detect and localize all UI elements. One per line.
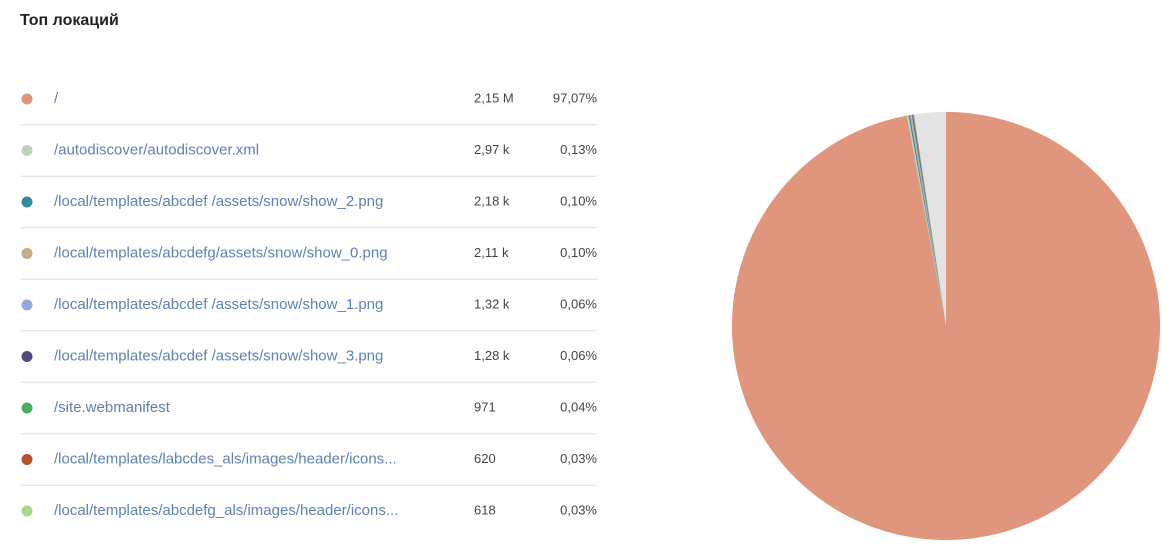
pie-slice <box>911 114 946 326</box>
pie-slice <box>911 114 946 326</box>
count-label: 620 <box>474 451 496 466</box>
location-link: /site.webmanifest <box>54 399 171 416</box>
legend-dot <box>21 351 33 362</box>
percent-label: 0,06% <box>560 296 597 311</box>
location-link: / <box>54 90 59 107</box>
percent-label: 0,06% <box>560 348 597 363</box>
count-label: 2,18 k <box>474 193 510 208</box>
percent-label: 0,10% <box>560 193 597 208</box>
legend-dot <box>21 505 33 517</box>
pie-slice <box>908 115 946 327</box>
location-link: /local/templates/abcdefg/assets/snow/sho… <box>54 244 388 261</box>
count-label: 2,97 k <box>474 142 510 157</box>
legend-dot <box>21 145 33 156</box>
percent-label: 97,07% <box>553 90 598 105</box>
location-link: /local/templates/abcdef /assets/snow/sho… <box>54 193 383 210</box>
widget-title: Топ локаций <box>20 12 119 29</box>
percent-label: 0,13% <box>560 142 597 157</box>
legend-dot <box>21 93 33 105</box>
count-label: 1,28 k <box>474 348 510 363</box>
count-label: 2,15 M <box>474 90 514 105</box>
legend-dot <box>21 196 33 208</box>
pie-slice <box>913 114 946 326</box>
location-link: /local/templates/abcdef /assets/snow/sho… <box>54 296 383 313</box>
percent-label: 0,10% <box>560 245 597 260</box>
legend-dot <box>21 402 33 414</box>
percent-label: 0,04% <box>560 399 597 414</box>
legend-dot <box>21 454 33 465</box>
pie-slice <box>912 114 946 326</box>
count-label: 1,32 k <box>474 296 510 311</box>
location-link: /local/templates/abcdefg_als/images/head… <box>54 502 398 519</box>
count-label: 618 <box>474 502 496 517</box>
percent-label: 0,03% <box>560 451 597 466</box>
pie-slice <box>906 115 946 327</box>
legend-dot <box>21 299 33 311</box>
percent-label: 0,03% <box>560 502 597 517</box>
location-link: /local/templates/labcdes_als/images/head… <box>54 450 397 467</box>
pie-slice <box>913 114 946 327</box>
location-link: /local/templates/abcdef /assets/snow/sho… <box>54 347 383 364</box>
legend-dot <box>21 248 33 259</box>
count-label: 2,11 k <box>474 245 509 260</box>
count-label: 971 <box>474 399 496 414</box>
pie-slice <box>731 112 1160 540</box>
pie-slice <box>909 114 946 326</box>
location-link: /autodiscover/autodiscover.xml <box>54 141 259 158</box>
